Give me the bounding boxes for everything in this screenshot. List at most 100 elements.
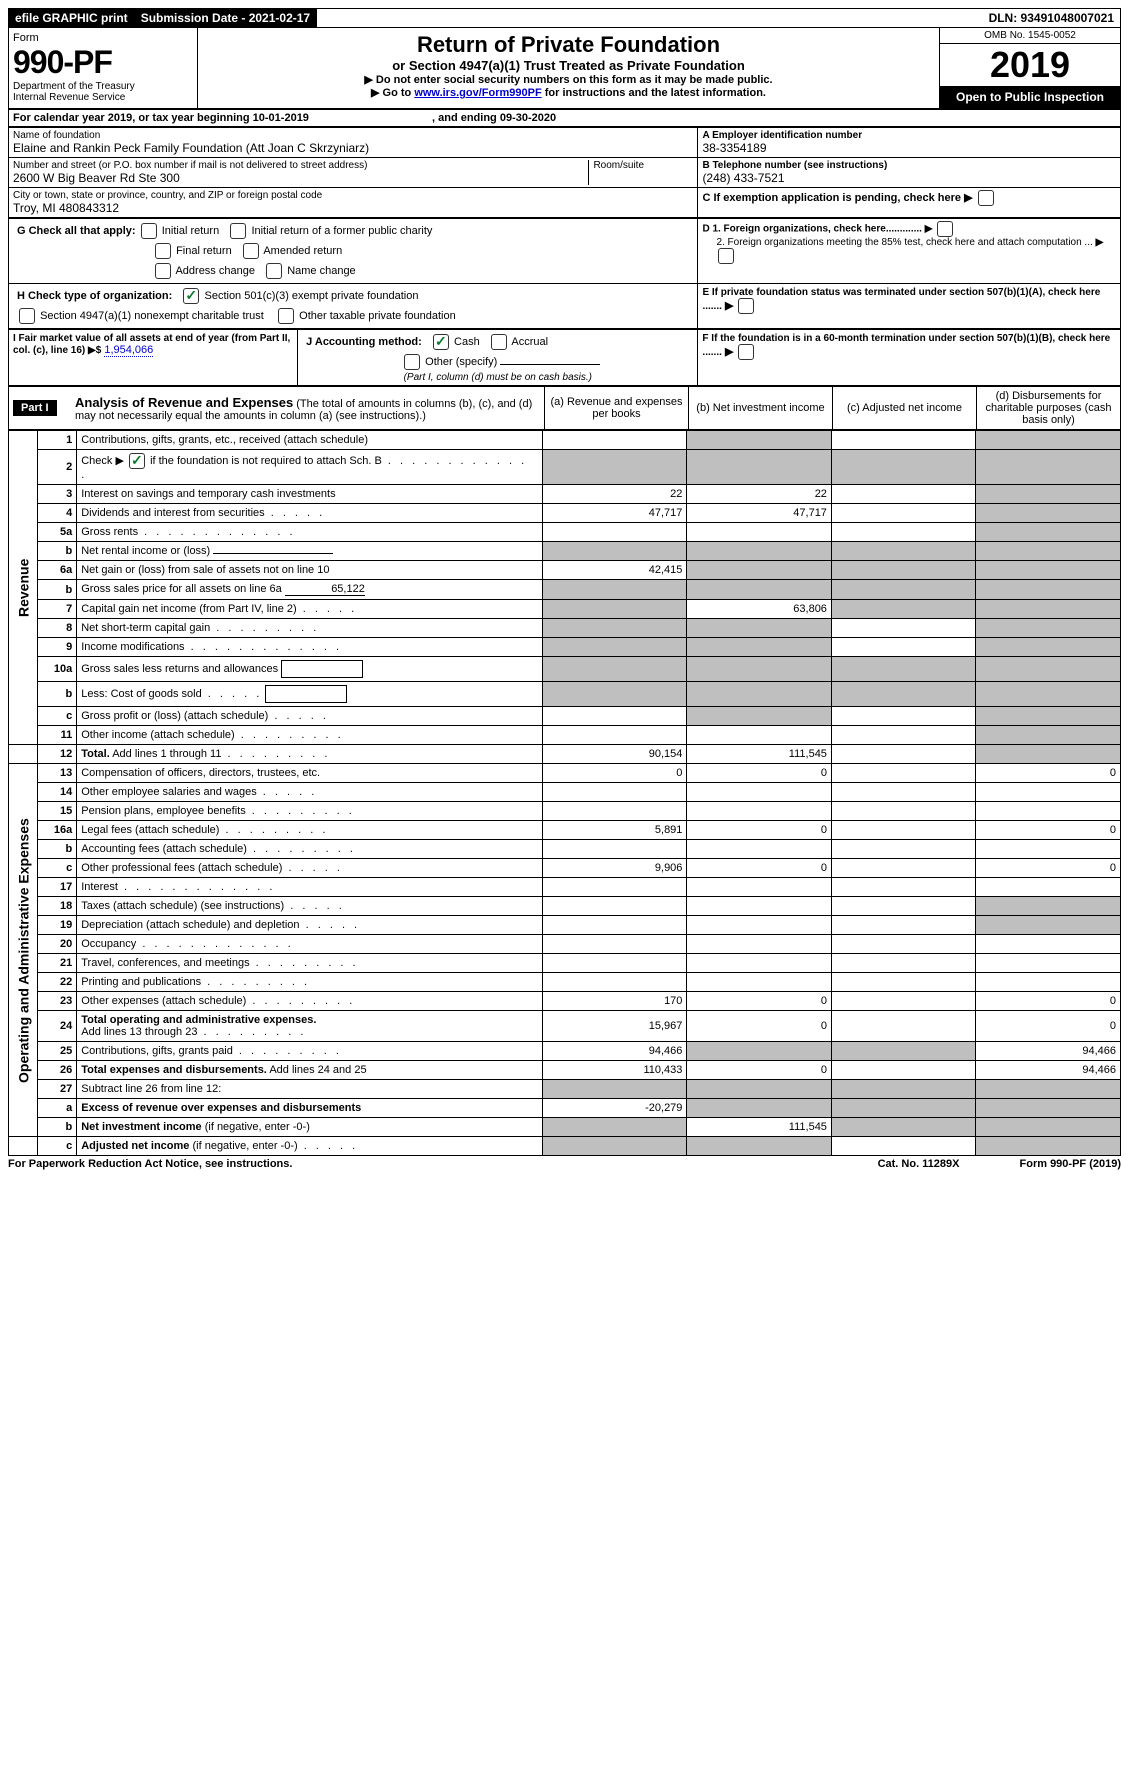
e-checkbox[interactable] — [738, 298, 754, 314]
part1-header-table: Part I Analysis of Revenue and Expenses … — [8, 386, 1121, 430]
check-section-ijf: I Fair market value of all assets at end… — [8, 329, 1121, 386]
irs-label: Internal Revenue Service — [13, 92, 193, 103]
d2-label: 2. Foreign organizations meeting the 85%… — [702, 237, 1116, 264]
omb-number: OMB No. 1545-0052 — [940, 28, 1120, 44]
room-label: Room/suite — [593, 160, 693, 171]
col-d: (d) Disbursements for charitable purpose… — [977, 387, 1121, 430]
table-row: a Excess of revenue over expenses and di… — [9, 1099, 1121, 1118]
table-row: b Accounting fees (attach schedule) — [9, 840, 1121, 859]
table-row: c Gross profit or (loss) (attach schedul… — [9, 707, 1121, 726]
table-row: 2 Check ▶ if the foundation is not requi… — [9, 450, 1121, 485]
dept-treasury: Department of the Treasury — [13, 81, 193, 92]
irs-link[interactable]: www.irs.gov/Form990PF — [414, 87, 541, 99]
d1-label: D 1. Foreign organizations, check here..… — [702, 221, 1116, 237]
g-name-chk[interactable] — [266, 263, 282, 279]
g-initial-former-chk[interactable] — [230, 223, 246, 239]
form-label: Form — [13, 32, 193, 44]
j-other-chk[interactable] — [404, 354, 420, 370]
check-section-g-d: G Check all that apply: Initial return I… — [8, 218, 1121, 283]
expenses-vert-label: Operating and Administrative Expenses — [9, 764, 38, 1137]
revenue-vert-label: Revenue — [9, 431, 38, 745]
c-exemption-label: C If exemption application is pending, c… — [702, 192, 961, 204]
open-public: Open to Public Inspection — [940, 86, 1120, 108]
table-row: 17 Interest — [9, 878, 1121, 897]
table-row: 23 Other expenses (attach schedule) 1700… — [9, 992, 1121, 1011]
instr-goto: ▶ Go to www.irs.gov/Form990PF for instru… — [206, 86, 931, 99]
j-note: (Part I, column (d) must be on cash basi… — [302, 372, 693, 383]
main-title: Return of Private Foundation — [206, 32, 931, 58]
table-row: 9 Income modifications — [9, 638, 1121, 657]
col-c: (c) Adjusted net income — [833, 387, 977, 430]
table-row: 14 Other employee salaries and wages — [9, 783, 1121, 802]
part1-title: Analysis of Revenue and Expenses — [75, 395, 293, 410]
col-b: (b) Net investment income — [689, 387, 833, 430]
form-header: Form 990-PF Department of the Treasury I… — [8, 28, 1121, 109]
table-row: 4 Dividends and interest from securities… — [9, 504, 1121, 523]
table-row: 11 Other income (attach schedule) — [9, 726, 1121, 745]
dln: DLN: 93491048007021 — [983, 9, 1120, 27]
table-row: b Net rental income or (loss) — [9, 542, 1121, 561]
table-row: 19 Depreciation (attach schedule) and de… — [9, 916, 1121, 935]
phone-value: (248) 433-7521 — [702, 171, 1116, 185]
ein-label: A Employer identification number — [702, 130, 1116, 141]
d2-checkbox[interactable] — [718, 248, 734, 264]
table-row: 27 Subtract line 26 from line 12: — [9, 1080, 1121, 1099]
entity-info: Name of foundation Elaine and Rankin Pec… — [8, 127, 1121, 218]
footer: For Paperwork Reduction Act Notice, see … — [8, 1156, 1121, 1170]
top-bar: efile GRAPHIC print Submission Date - 20… — [8, 8, 1121, 28]
g-initial-chk[interactable] — [141, 223, 157, 239]
foundation-name: Elaine and Rankin Peck Family Foundation… — [13, 141, 693, 155]
addr-label: Number and street (or P.O. box number if… — [13, 160, 588, 171]
form-ref: Form 990-PF (2019) — [1020, 1158, 1122, 1170]
table-row: b Net investment income (if negative, en… — [9, 1118, 1121, 1137]
table-row: 20 Occupancy — [9, 935, 1121, 954]
h-4947-chk[interactable] — [19, 308, 35, 324]
e-label: E If private foundation status was termi… — [702, 287, 1100, 312]
street-address: 2600 W Big Beaver Rd Ste 300 — [13, 171, 588, 185]
table-row: 24 Total operating and administrative ex… — [9, 1011, 1121, 1042]
h-501c3-chk[interactable] — [183, 288, 199, 304]
table-row: 18 Taxes (attach schedule) (see instruct… — [9, 897, 1121, 916]
j-cash-chk[interactable] — [433, 334, 449, 350]
table-row: 16a Legal fees (attach schedule) 5,89100 — [9, 821, 1121, 840]
efile-label: efile GRAPHIC print — [9, 9, 135, 27]
table-row: 15 Pension plans, employee benefits — [9, 802, 1121, 821]
c-checkbox[interactable] — [978, 190, 994, 206]
ein-value: 38-3354189 — [702, 141, 1116, 155]
calendar-row: For calendar year 2019, or tax year begi… — [8, 109, 1121, 127]
table-row: 10a Gross sales less returns and allowan… — [9, 657, 1121, 682]
g-address-chk[interactable] — [155, 263, 171, 279]
table-row: 5a Gross rents — [9, 523, 1121, 542]
paperwork-notice: For Paperwork Reduction Act Notice, see … — [8, 1158, 292, 1170]
table-row: 26 Total expenses and disbursements. Add… — [9, 1061, 1121, 1080]
sch-b-chk[interactable] — [129, 453, 145, 469]
d1-checkbox[interactable] — [937, 221, 953, 237]
part1-label: Part I — [13, 400, 57, 416]
subtitle: or Section 4947(a)(1) Trust Treated as P… — [206, 58, 931, 73]
g-amended-chk[interactable] — [243, 243, 259, 259]
table-row: Operating and Administrative Expenses 13… — [9, 764, 1121, 783]
table-row: 7 Capital gain net income (from Part IV,… — [9, 600, 1121, 619]
table-row: 3 Interest on savings and temporary cash… — [9, 485, 1121, 504]
table-row: 22 Printing and publications — [9, 973, 1121, 992]
check-section-h-e: H Check type of organization: Section 50… — [8, 283, 1121, 329]
table-row: Revenue 1 Contributions, gifts, grants, … — [9, 431, 1121, 450]
g-final-chk[interactable] — [155, 243, 171, 259]
tax-year: 2019 — [940, 44, 1120, 86]
j-accrual-chk[interactable] — [491, 334, 507, 350]
table-row: 25 Contributions, gifts, grants paid 94,… — [9, 1042, 1121, 1061]
table-row: b Less: Cost of goods sold — [9, 682, 1121, 707]
col-a: (a) Revenue and expenses per books — [545, 387, 689, 430]
cat-no: Cat. No. 11289X — [878, 1158, 960, 1170]
main-table: Revenue 1 Contributions, gifts, grants, … — [8, 430, 1121, 1156]
city-value: Troy, MI 480843312 — [13, 201, 693, 215]
table-row: b Gross sales price for all assets on li… — [9, 580, 1121, 600]
table-row: 8 Net short-term capital gain — [9, 619, 1121, 638]
table-row: 21 Travel, conferences, and meetings — [9, 954, 1121, 973]
h-other-chk[interactable] — [278, 308, 294, 324]
form-number: 990-PF — [13, 44, 193, 81]
f-checkbox[interactable] — [738, 344, 754, 360]
i-fmv-value[interactable]: 1,954,066 — [104, 344, 153, 357]
table-row: c Adjusted net income (if negative, ente… — [9, 1137, 1121, 1156]
table-row: 12 Total. Add lines 1 through 11 90,1541… — [9, 745, 1121, 764]
